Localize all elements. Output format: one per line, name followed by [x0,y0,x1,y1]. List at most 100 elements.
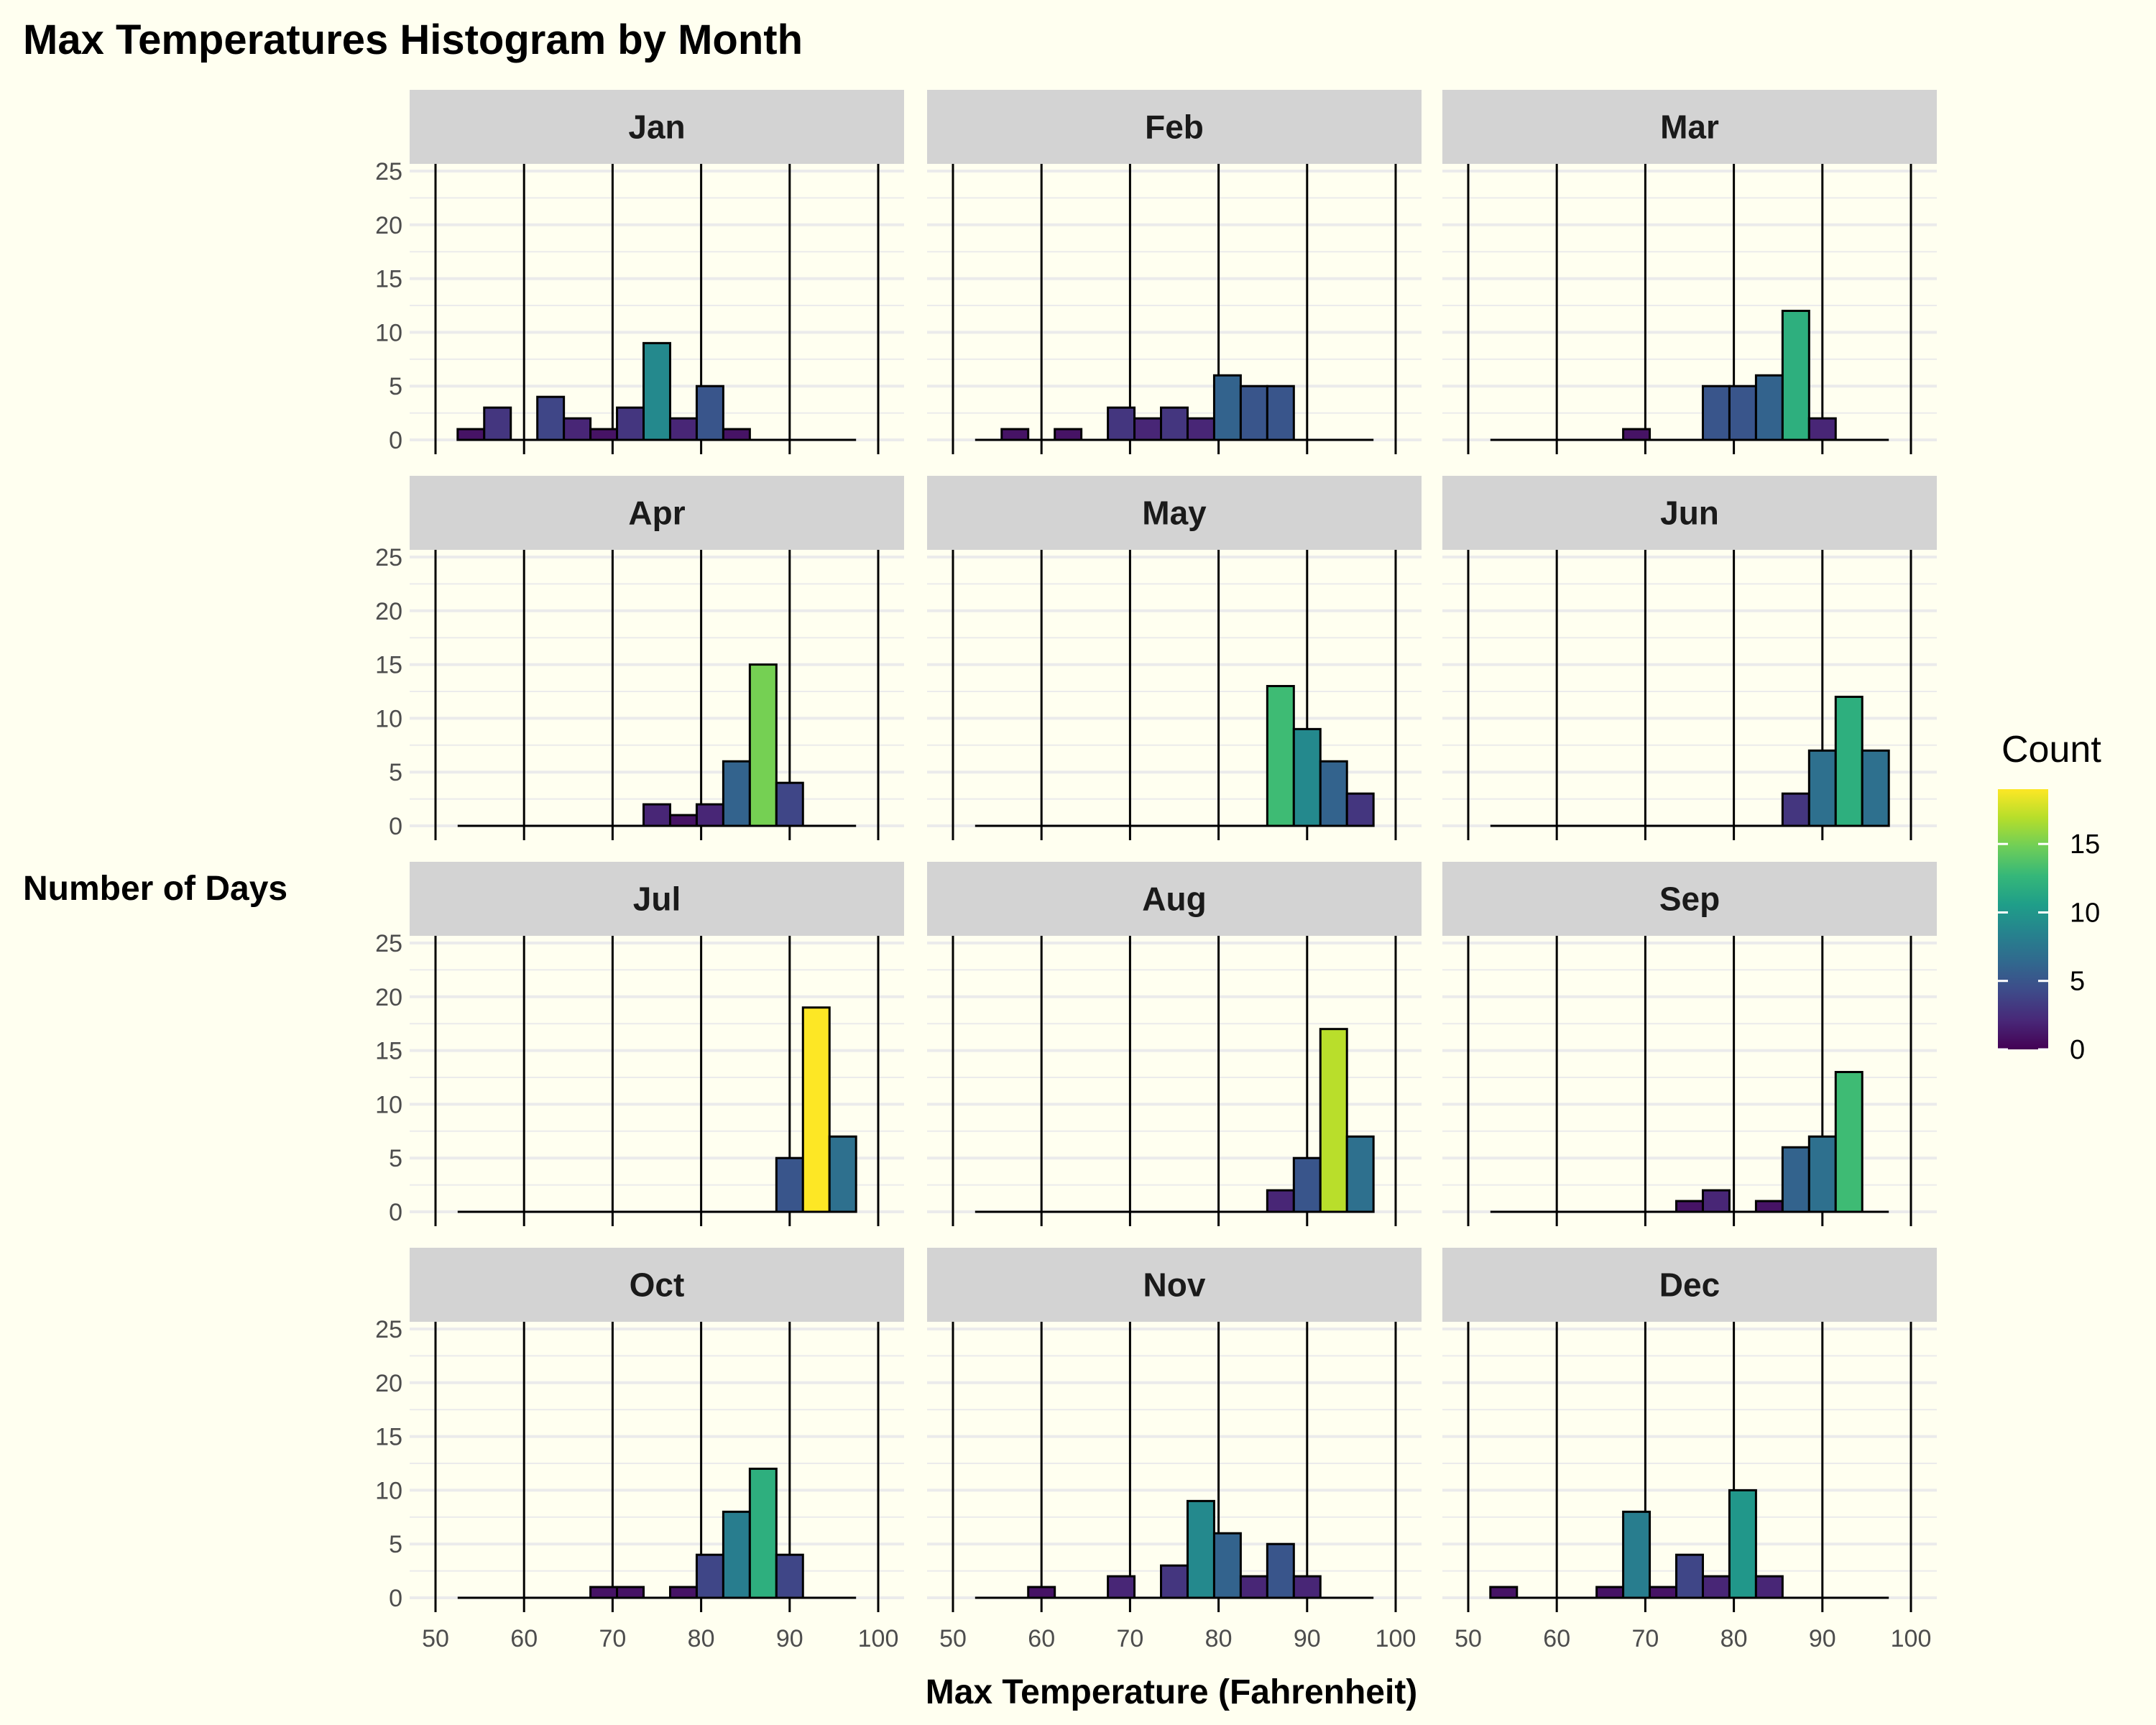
y-tick-label: 20 [375,212,402,239]
x-tick-label: 80 [1205,1625,1233,1652]
histogram-bar [1107,1575,1136,1599]
x-tick-label: 100 [1376,1625,1416,1652]
histogram-bar [1292,1156,1322,1213]
histogram-bar [1266,685,1295,827]
facet-panel-feb: Feb [927,90,1422,454]
histogram-bar [828,1135,857,1213]
histogram-bar [642,341,671,441]
histogram-bar [695,803,724,827]
histogram-bar [775,781,804,827]
histogram-bar [1622,1510,1651,1599]
histogram-bar [483,406,512,441]
histogram-bar [1701,385,1731,441]
y-tick-label: 0 [389,427,402,454]
x-tick-label: 60 [1028,1625,1055,1652]
x-tick-label: 70 [599,1625,626,1652]
strip-label: Jul [633,880,681,918]
histogram-bar [1292,1575,1322,1599]
strip-label: Aug [1142,880,1206,918]
facet-panel-nov: Nov 50 60 70 80 90 100 [927,1248,1422,1652]
histogram-bar [1649,1586,1678,1599]
histogram-bar [563,417,592,441]
histogram-bar [748,663,778,827]
strip-background [410,862,904,936]
histogram-bar [1000,428,1030,441]
histogram-bar [1781,792,1810,827]
strip-label: Nov [1143,1266,1206,1304]
y-tick-label: 20 [375,984,402,1011]
facet-panel-jul: Jul 0 5 10 15 20 25 [375,862,904,1226]
color-legend: Count 0 5 10 15 [1998,729,2101,1065]
histogram-bar [1781,309,1810,441]
facet-panel-oct: Oct 0 5 10 15 20 25 50 60 70 80 90 100 [375,1248,904,1652]
histogram-bar [536,395,566,441]
histogram-bar [1781,1146,1810,1213]
y-tick-label: 0 [389,1199,402,1226]
strip-label: Oct [630,1266,685,1304]
chart-title: Max Temperatures Histogram by Month [23,17,803,63]
y-tick-label: 25 [375,544,402,571]
histogram-bar [722,760,751,827]
y-axis-title: Number of Days [23,870,287,908]
y-tick-label: 25 [375,930,402,957]
histogram-bar [1212,1532,1242,1599]
x-tick-label: 90 [776,1625,803,1652]
strip-label: Mar [1660,109,1719,146]
facet-panels: Jan 0 5 10 15 20 25 Feb Mar Apr 0 5 10 15 20 25 May Jun Ju… [375,90,1937,1652]
x-tick-label: 60 [510,1625,538,1652]
y-tick-label: 20 [375,598,402,625]
histogram-bar [1754,1575,1784,1599]
x-tick-label: 60 [1543,1625,1570,1652]
histogram-bar [775,1553,804,1599]
histogram-bar [1160,406,1189,441]
histogram-bar [1728,1489,1757,1599]
facet-panel-sep: Sep [1442,862,1937,1226]
y-tick-label: 0 [389,1585,402,1612]
x-tick-label: 90 [1809,1625,1836,1652]
histogram-bar [1160,1564,1189,1599]
x-tick-label: 100 [1891,1625,1932,1652]
y-tick-label: 5 [389,759,402,786]
histogram-bar [1319,1028,1348,1213]
strip-label: Dec [1659,1266,1720,1304]
y-tick-label: 0 [389,813,402,840]
strip-label: Jun [1660,494,1719,532]
y-tick-label: 10 [375,1091,402,1118]
y-tick-label: 10 [375,705,402,732]
histogram-bar [616,406,645,441]
strip-background [410,476,904,550]
x-tick-label: 70 [1116,1625,1143,1652]
histogram-bar [1345,792,1375,827]
x-tick-label: 100 [858,1625,899,1652]
histogram-bar [1675,1553,1704,1599]
histogram-bar [1027,1586,1056,1599]
histogram-bar [1186,1499,1215,1599]
strip-background [1442,1248,1937,1322]
facet-panel-mar: Mar [1442,90,1937,454]
facet-panel-may: May [927,476,1422,840]
histogram-bar [1239,1575,1268,1599]
facet-panel-jan: Jan 0 5 10 15 20 25 [375,90,904,454]
histogram-bar [1489,1586,1519,1599]
histogram-bar [1807,749,1837,827]
histogram-bar [1319,760,1348,827]
y-tick-label: 15 [375,1424,402,1451]
y-tick-label: 15 [375,652,402,679]
y-tick-label: 5 [389,373,402,400]
y-tick-label: 15 [375,266,402,293]
histogram-bar [1622,428,1651,441]
histogram-bar [1292,727,1322,827]
strip-background [410,90,904,164]
y-tick-label: 10 [375,319,402,346]
histogram-bar [1239,385,1268,441]
y-tick-label: 20 [375,1370,402,1397]
histogram-bar [695,1553,724,1599]
histogram-bar [1212,374,1242,441]
facet-panel-dec: Dec 50 60 70 80 90 100 [1442,1248,1937,1652]
histogram-bar [1701,1575,1731,1599]
x-tick-label: 80 [1720,1625,1748,1652]
histogram-bar [1675,1200,1704,1213]
y-tick-label: 5 [389,1531,402,1558]
legend-colorbar [1998,789,2048,1049]
